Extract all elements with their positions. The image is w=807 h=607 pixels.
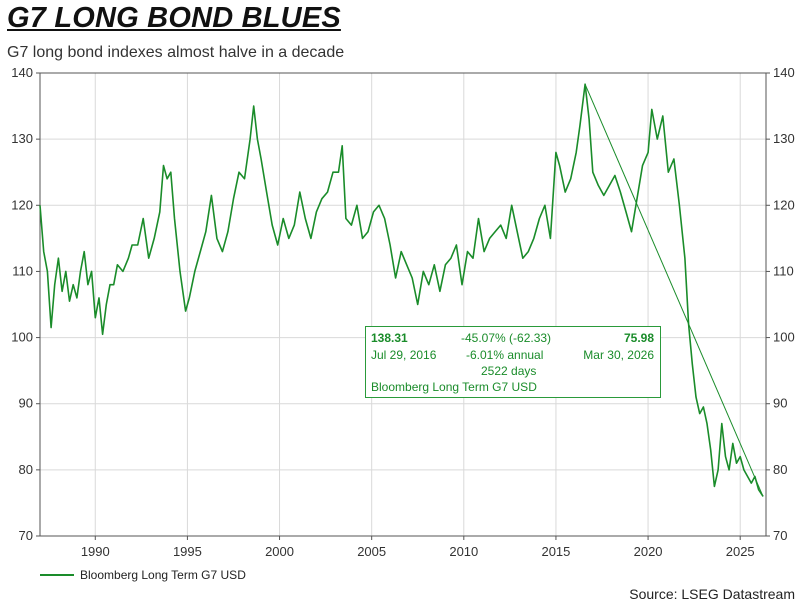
- legend: Bloomberg Long Term G7 USD: [40, 568, 246, 582]
- legend-label: Bloomberg Long Term G7 USD: [80, 568, 246, 582]
- y-tick-label: 70: [773, 528, 787, 543]
- annotation-start-date: Jul 29, 2016: [371, 348, 437, 362]
- source-note: Source: LSEG Datastream: [629, 586, 795, 602]
- y-tick-label: 110: [12, 263, 33, 278]
- x-tick-label: 1990: [81, 544, 110, 559]
- y-tick-label: 120: [11, 197, 33, 212]
- y-tick-label: 110: [773, 263, 794, 278]
- plot-frame: [39, 72, 767, 537]
- annotation-days: 2522 days: [481, 364, 537, 378]
- y-tick-label: 120: [773, 197, 795, 212]
- y-tick-label: 100: [773, 330, 795, 345]
- y-tick-label: 130: [11, 131, 33, 146]
- y-tick-label: 130: [773, 131, 795, 146]
- x-tick-label: 2015: [541, 544, 570, 559]
- y-axis-right: 70 80 90 100 110 120 130 140: [766, 65, 795, 543]
- y-tick-label: 80: [19, 462, 33, 477]
- x-tick-label: 1995: [173, 544, 202, 559]
- y-tick-label: 100: [11, 330, 33, 345]
- x-axis: 1990 1995 2000 2005 2010 2015 2020 2025: [81, 536, 755, 559]
- y-axis-left: 70 80 90 100 110 120 130 140: [11, 65, 40, 543]
- grid-lines: [40, 72, 766, 537]
- y-tick-label: 90: [773, 396, 787, 411]
- trend-line: [584, 83, 764, 497]
- y-tick-label: 90: [19, 396, 33, 411]
- annotation-end-date: Mar 30, 2026: [583, 348, 654, 362]
- x-tick-label: 2005: [357, 544, 386, 559]
- y-tick-label: 140: [773, 65, 795, 80]
- annotation-end-value: 75.98: [623, 331, 654, 345]
- chart-title: G7 LONG BOND BLUES: [7, 2, 341, 34]
- x-tick-label: 2020: [634, 544, 663, 559]
- chart-subtitle: G7 long bond indexes almost halve in a d…: [7, 44, 345, 61]
- x-tick-label: 2010: [449, 544, 478, 559]
- y-tick-label: 140: [11, 65, 33, 80]
- annotation-series-name: Bloomberg Long Term G7 USD: [371, 380, 537, 394]
- y-tick-label: 70: [19, 528, 33, 543]
- y-tick-label: 80: [773, 462, 787, 477]
- x-tick-label: 2000: [265, 544, 294, 559]
- legend-swatch: [40, 574, 74, 576]
- annotation-start-value: 138.31: [371, 331, 408, 345]
- series-line: [39, 83, 764, 497]
- annotation-change: -45.07% (-62.33): [461, 331, 552, 345]
- annotation-annual: -6.01% annual: [466, 348, 544, 362]
- annotation-box: 138.31 -45.07% (-62.33) 75.98 Jul 29, 20…: [365, 326, 661, 398]
- x-tick-label: 2025: [726, 544, 755, 559]
